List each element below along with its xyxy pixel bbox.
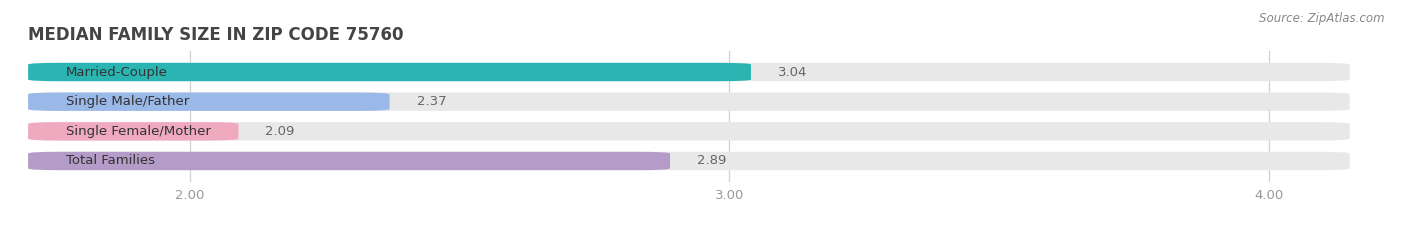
Text: Married-Couple: Married-Couple bbox=[66, 65, 167, 79]
FancyBboxPatch shape bbox=[28, 63, 751, 81]
FancyBboxPatch shape bbox=[28, 122, 239, 140]
FancyBboxPatch shape bbox=[28, 93, 389, 111]
FancyBboxPatch shape bbox=[28, 152, 1350, 170]
FancyBboxPatch shape bbox=[28, 122, 1350, 140]
Text: Source: ZipAtlas.com: Source: ZipAtlas.com bbox=[1260, 12, 1385, 25]
Text: 2.37: 2.37 bbox=[416, 95, 446, 108]
Text: Single Female/Mother: Single Female/Mother bbox=[66, 125, 211, 138]
Text: 2.89: 2.89 bbox=[697, 154, 727, 168]
Text: Single Male/Father: Single Male/Father bbox=[66, 95, 190, 108]
FancyBboxPatch shape bbox=[28, 152, 671, 170]
Text: MEDIAN FAMILY SIZE IN ZIP CODE 75760: MEDIAN FAMILY SIZE IN ZIP CODE 75760 bbox=[28, 26, 404, 44]
FancyBboxPatch shape bbox=[28, 63, 1350, 81]
FancyBboxPatch shape bbox=[28, 93, 1350, 111]
Text: 2.09: 2.09 bbox=[266, 125, 295, 138]
Text: 3.04: 3.04 bbox=[778, 65, 807, 79]
Text: Total Families: Total Families bbox=[66, 154, 155, 168]
